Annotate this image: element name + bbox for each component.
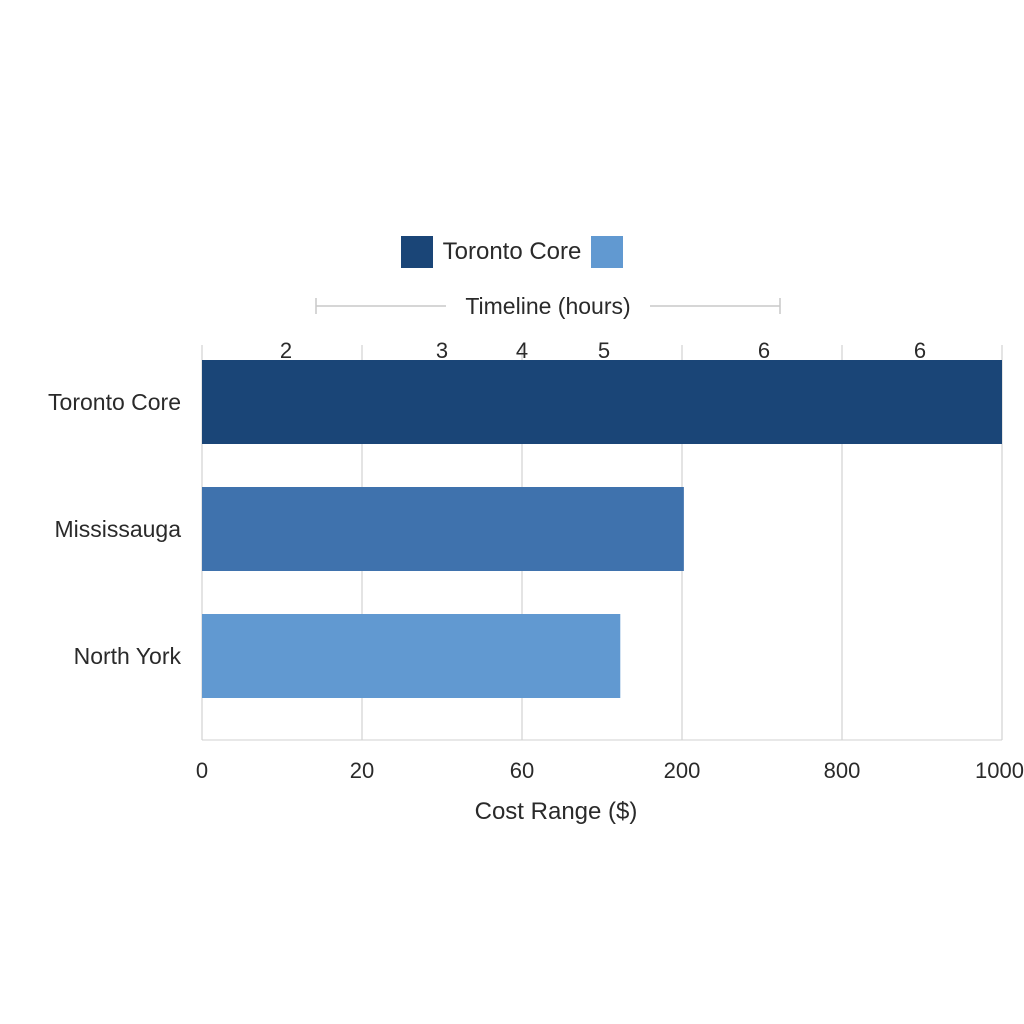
x-tick-label: 20 <box>350 758 374 783</box>
x-tick-label: 1000 <box>975 758 1024 783</box>
timeline-tick-label: 2 <box>280 338 292 363</box>
timeline-tick-label: 3 <box>436 338 448 363</box>
timeline-tick-label: 6 <box>758 338 770 363</box>
timeline-bracket: Timeline (hours) <box>315 293 781 319</box>
x-tick-label: 0 <box>196 758 208 783</box>
x-tick-label: 60 <box>510 758 534 783</box>
legend: Toronto Core <box>0 236 1024 268</box>
x-axis-ticks: 0 20 60 200 800 1000 <box>196 758 1024 783</box>
legend-swatch-second <box>591 236 624 268</box>
bar-toronto-core <box>202 360 1002 444</box>
timeline-tick-label: 6 <box>914 338 926 363</box>
legend-swatch-toronto-core <box>400 236 433 268</box>
category-label: North York <box>74 643 182 669</box>
category-label: Mississauga <box>54 516 181 542</box>
x-tick-label: 800 <box>824 758 861 783</box>
bar-north-york <box>202 614 621 698</box>
bar-mississauga <box>202 487 684 571</box>
timeline-tick-label: 5 <box>598 338 610 363</box>
timeline-ticks: 2 3 4 5 6 6 <box>280 338 926 363</box>
timeline-axis-title: Timeline (hours) <box>465 293 630 319</box>
category-label: Toronto Core <box>48 389 181 415</box>
bars <box>202 360 1002 698</box>
legend-label-toronto-core: Toronto Core <box>442 238 582 265</box>
category-labels: Toronto Core Mississauga North York <box>48 389 181 669</box>
timeline-tick-label: 4 <box>516 338 528 363</box>
x-tick-label: 200 <box>664 758 701 783</box>
x-axis-title: Cost Range ($) <box>474 798 638 825</box>
